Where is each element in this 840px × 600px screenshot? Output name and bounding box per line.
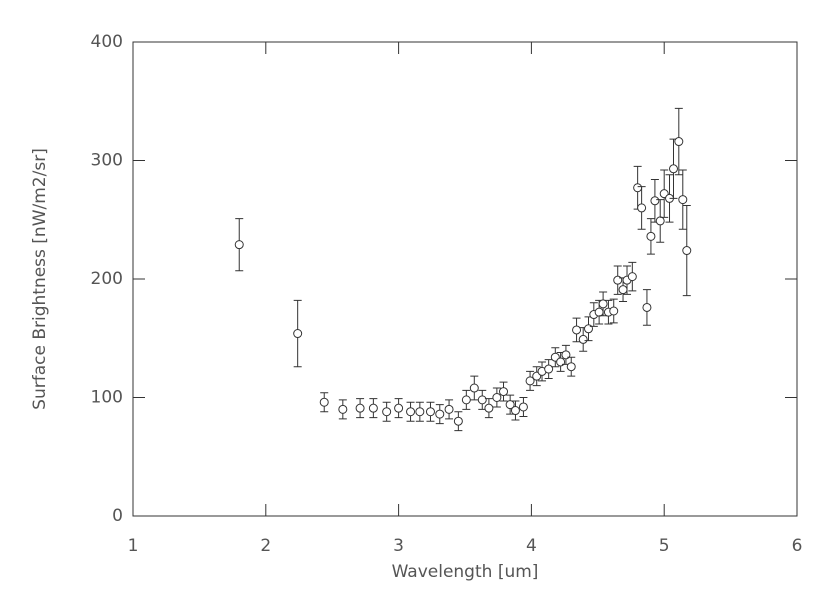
data-point (444, 404, 454, 414)
x-tick-label: 6 (792, 536, 803, 556)
data-point (637, 203, 647, 213)
data-point (682, 246, 692, 256)
data-point (566, 362, 576, 372)
data-point (655, 216, 665, 226)
y-tick-label: 300 (91, 151, 123, 171)
data-point (492, 393, 502, 402)
data-point (469, 383, 479, 393)
data-point (499, 387, 509, 397)
data-point (319, 397, 329, 407)
data-point (382, 407, 392, 417)
plot-frame (132, 41, 798, 517)
data-point (505, 400, 515, 410)
data-point (461, 395, 471, 405)
data-point (642, 302, 652, 312)
x-tick-label: 4 (526, 536, 537, 556)
data-point (338, 404, 348, 414)
data-point (578, 334, 588, 344)
data-point (518, 402, 528, 412)
x-tick-label: 3 (393, 536, 404, 556)
y-tick-label: 200 (91, 269, 123, 289)
data-point (477, 395, 487, 405)
data-point (633, 183, 643, 193)
y-tick-label: 100 (91, 388, 123, 408)
x-tick-label: 2 (260, 536, 271, 556)
data-point (674, 137, 684, 147)
data-point (453, 416, 463, 426)
data-point (594, 307, 604, 317)
y-axis-label: Surface Brightness [nW/m2/sr] (30, 148, 50, 410)
y-tick-label: 400 (91, 32, 123, 52)
data-point (646, 231, 656, 241)
data-point (355, 403, 365, 413)
data-point (668, 164, 678, 174)
data-point (406, 407, 416, 417)
data-point (598, 299, 608, 309)
data-point (293, 329, 303, 339)
data-point (510, 406, 520, 416)
data-point (435, 409, 445, 419)
x-tick-label: 5 (659, 536, 670, 556)
data-point (234, 240, 244, 250)
data-point (368, 403, 378, 413)
data-point (544, 364, 554, 374)
data-point (425, 407, 435, 417)
x-axis-label: Wavelength [um] (392, 562, 539, 582)
y-tick-label: 0 (112, 506, 123, 526)
data-point (525, 376, 535, 386)
data-point (627, 272, 637, 282)
data-point (394, 403, 404, 413)
data-point (609, 306, 619, 316)
data-point (415, 407, 425, 417)
data-point (618, 285, 628, 295)
data-point (572, 325, 582, 335)
data-point (484, 403, 494, 413)
data-point (650, 196, 660, 206)
data-point (678, 195, 688, 205)
x-tick-label: 1 (128, 536, 139, 556)
